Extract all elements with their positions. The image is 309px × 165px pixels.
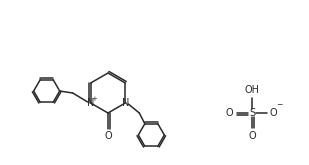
Text: N: N	[122, 98, 129, 108]
Text: O: O	[225, 108, 233, 118]
Text: +: +	[92, 96, 98, 102]
Text: O: O	[270, 108, 277, 118]
Text: O: O	[248, 131, 256, 141]
Text: O: O	[104, 131, 112, 141]
Text: OH: OH	[244, 85, 260, 95]
Text: S: S	[249, 108, 255, 118]
Text: −: −	[276, 100, 282, 109]
Text: N: N	[87, 98, 94, 108]
